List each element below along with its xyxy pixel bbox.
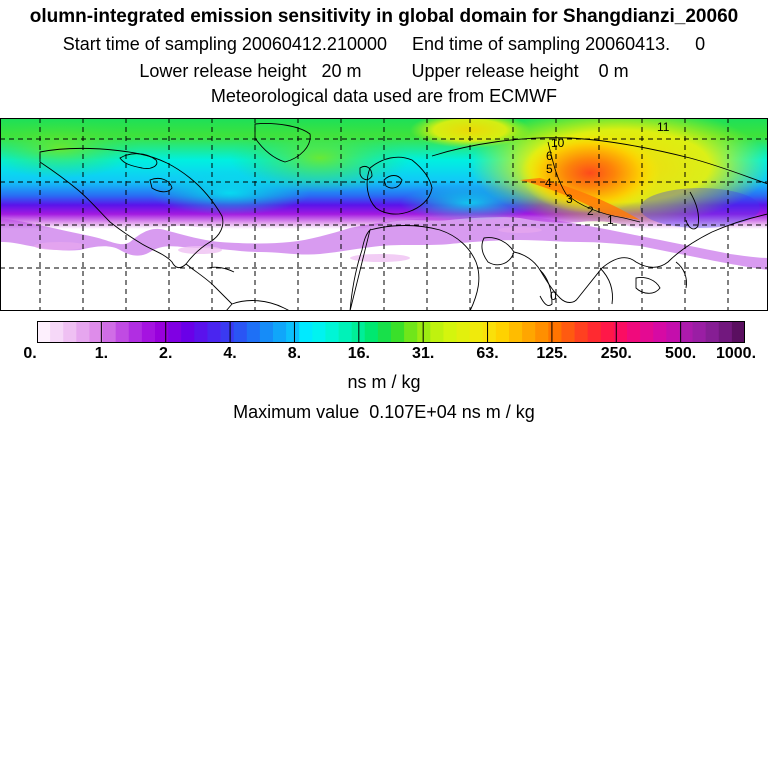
contour-label: 11: [657, 120, 670, 134]
colorbar: [37, 321, 745, 343]
colorbar-swatch: [443, 321, 457, 343]
max-value-label: Maximum value 0.107E+04 ns m / kg: [233, 402, 535, 422]
colorbar-swatch: [194, 321, 208, 343]
sampling-time-line: Start time of sampling 20060412.210000 E…: [62, 34, 706, 54]
colorbar-swatch: [155, 321, 169, 343]
contour-label: 3: [566, 192, 573, 206]
colorbar-swatch: [50, 321, 64, 343]
colorbar-swatch: [246, 321, 261, 343]
colorbar-swatch: [391, 321, 405, 343]
colorbar-swatch: [299, 321, 313, 343]
colorbar-swatch: [128, 321, 143, 343]
colorbar-swatch: [168, 321, 182, 343]
colorbar-tick-label: 2.: [159, 345, 173, 362]
contour-label: 2: [587, 204, 594, 218]
colorbar-tick-label: 4.: [223, 345, 237, 362]
colorbar-tick-label: 125.: [536, 345, 568, 362]
met-data-line: Meteorological data used are from ECMWF: [210, 86, 558, 106]
colorbar-swatch: [312, 321, 326, 343]
sensitivity-map: 11 10 6 5 4 3 2 1 0: [0, 118, 768, 311]
colorbar-swatch: [417, 321, 431, 343]
units-label: ns m / kg: [347, 372, 421, 392]
colorbar-swatch: [207, 321, 221, 343]
colorbar-swatch: [404, 321, 418, 343]
colorbar-swatch: [181, 321, 195, 343]
colorbar-swatch: [63, 321, 77, 343]
contour-label: 1: [607, 213, 614, 227]
colorbar-swatch: [548, 321, 562, 343]
colorbar-swatch: [286, 321, 300, 343]
colorbar-swatch: [115, 321, 130, 343]
colorbar-tick-label: 500.: [665, 345, 697, 362]
colorbar-swatch: [338, 321, 353, 343]
colorbar-swatch: [692, 321, 707, 343]
colorbar-swatch: [705, 321, 720, 343]
contour-label: 10: [551, 136, 565, 150]
colorbar-swatch: [495, 321, 510, 343]
colorbar-swatch: [89, 321, 103, 343]
colorbar-swatch: [469, 321, 484, 343]
colorbar-swatch: [561, 321, 575, 343]
colorbar-frame: [37, 321, 745, 343]
colorbar-swatch: [718, 321, 733, 343]
colorbar-swatch: [666, 321, 680, 343]
colorbar-swatch: [76, 321, 90, 343]
colorbar-swatch: [482, 321, 497, 343]
colorbar-swatch: [574, 321, 589, 343]
colorbar-tick-label: 16.: [347, 345, 370, 362]
colorbar-tick-label: 250.: [600, 345, 632, 362]
colorbar-tick-label: 31.: [412, 345, 435, 362]
colorbar-swatch: [509, 321, 523, 343]
colorbar-swatch: [259, 321, 274, 343]
contour-label: 5: [546, 162, 553, 176]
colorbar-swatch: [535, 321, 549, 343]
colorbar-swatch: [430, 321, 444, 343]
colorbar-swatch: [653, 321, 667, 343]
colorbar-swatch: [600, 321, 615, 343]
colorbar-tick-label: 63.: [476, 345, 499, 362]
colorbar-tick-label: 8.: [287, 345, 302, 362]
colorbar-tick-label: 1000.: [715, 345, 757, 362]
colorbar-swatch: [640, 321, 654, 343]
contour-label: 6: [546, 149, 553, 163]
colorbar-swatch: [364, 321, 379, 343]
colorbar-swatch: [613, 321, 628, 343]
colorbar-swatch: [522, 321, 536, 343]
colorbar-swatch: [456, 321, 471, 343]
colorbar-swatch: [731, 321, 745, 343]
colorbar-swatch: [587, 321, 602, 343]
colorbar-swatch: [377, 321, 392, 343]
colorbar-swatch: [233, 321, 248, 343]
contour-label: 4: [545, 176, 552, 190]
colorbar-swatch: [627, 321, 641, 343]
colorbar-swatch: [37, 321, 51, 343]
colorbar-tick-label: 1.: [94, 345, 109, 362]
graticule: [0, 118, 768, 311]
coastlines: [39, 123, 768, 311]
colorbar-swatch: [325, 321, 339, 343]
colorbar-swatch: [141, 321, 156, 343]
trajectory-labels: 11 10 6 5 4 3 2 1 0: [545, 120, 670, 303]
colorbar-swatch: [102, 321, 117, 343]
release-height-line: Lower release height 20 m Upper release …: [139, 61, 629, 81]
contour-label: 0: [550, 289, 557, 303]
colorbar-swatch: [220, 321, 235, 343]
colorbar-swatch: [679, 321, 693, 343]
colorbar-swatch: [273, 321, 287, 343]
trajectory-line: [547, 141, 641, 223]
colorbar-tick-label: 0.: [23, 345, 37, 362]
plot-title: olumn-integrated emission sensitivity in…: [29, 6, 739, 27]
